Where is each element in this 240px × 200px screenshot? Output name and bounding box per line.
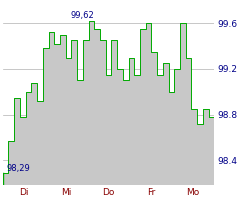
Text: 99,62: 99,62 <box>70 11 94 20</box>
Text: 98,29: 98,29 <box>6 164 30 173</box>
